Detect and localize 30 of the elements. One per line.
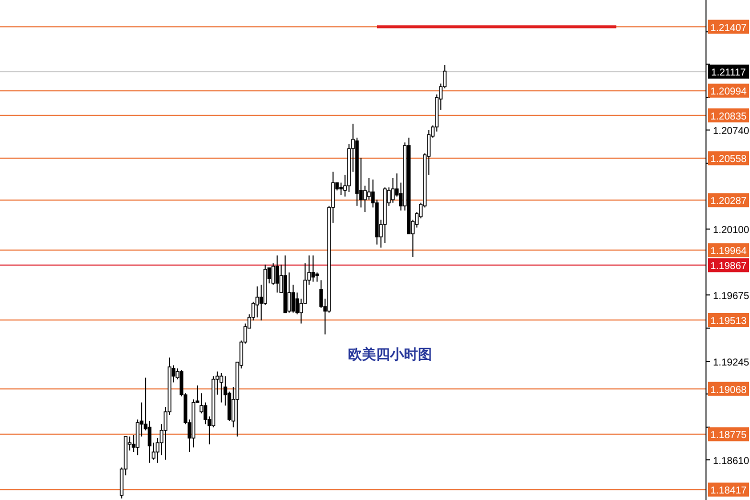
candlestick [311, 254, 315, 282]
candlestick [367, 178, 371, 200]
candlestick [271, 262, 276, 286]
candlestick [287, 272, 291, 314]
ref-line-label: 1.19964 [710, 246, 748, 258]
ref-line-label: 1.19513 [710, 316, 748, 327]
ref-line-label: 1.21407 [710, 22, 748, 34]
ref-line-label: 1.21117 [711, 68, 746, 79]
ref-line-label: 1.18417 [710, 486, 748, 497]
candlestick [255, 286, 260, 318]
ref-line-label: 1.18775 [710, 430, 748, 442]
candlestick [148, 420, 152, 464]
y-tick-label: 1.18610 [713, 456, 750, 467]
y-tick-label: 1.19675 [713, 290, 750, 302]
annotation: 欧美四小时图 [348, 346, 432, 362]
y-tick-label: 1.20740 [713, 126, 750, 138]
ref-line-label: 1.19867 [710, 261, 748, 272]
ref-line-label: 1.20287 [710, 196, 748, 208]
ref-line-label: 1.20835 [710, 111, 748, 122]
ref-line-label: 1.20994 [710, 86, 748, 98]
candlestick [275, 254, 280, 294]
candlestick [220, 372, 224, 403]
y-tick-label: 1.20100 [713, 225, 750, 236]
ref-line-label: 1.20558 [710, 154, 748, 166]
candlestick [391, 178, 395, 204]
candlestick [315, 272, 319, 282]
candlestick [291, 284, 295, 314]
y-tick-label: 1.19245 [713, 357, 750, 368]
ref-line-label: 1.19068 [710, 384, 748, 396]
candlestick [339, 182, 343, 196]
